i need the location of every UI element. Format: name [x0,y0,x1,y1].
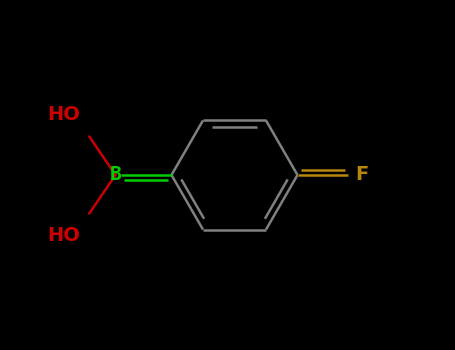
Text: F: F [355,166,369,184]
Text: B: B [110,166,121,184]
Text: HO: HO [48,226,81,245]
Text: HO: HO [48,105,81,124]
